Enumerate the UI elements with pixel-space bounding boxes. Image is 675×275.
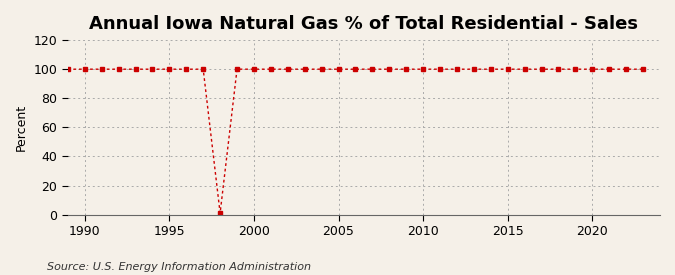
Title: Annual Iowa Natural Gas % of Total Residential - Sales: Annual Iowa Natural Gas % of Total Resid… [89,15,639,33]
Y-axis label: Percent: Percent [15,104,28,151]
Text: Source: U.S. Energy Information Administration: Source: U.S. Energy Information Administ… [47,262,311,271]
